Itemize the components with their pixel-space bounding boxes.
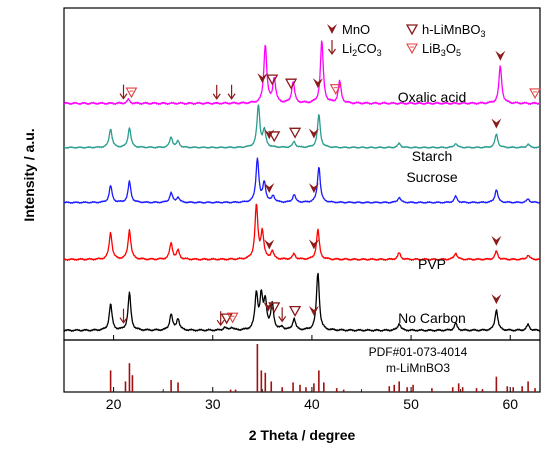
xrd-pattern-oxalic-acid: [64, 40, 540, 106]
li2co3-marker-head: [328, 48, 336, 56]
li2co3-marker-head: [278, 316, 287, 323]
LiB3O5-icon: [529, 88, 541, 100]
MnO-icon: [308, 183, 319, 194]
MnO-icon: [264, 182, 275, 193]
x-axis-label: 2 Theta / degree: [249, 427, 356, 443]
reference-sublabel: m-LiMnBO3: [386, 361, 450, 375]
MnO-icon: [491, 294, 502, 305]
MnO-icon: [257, 73, 268, 84]
MnO-icon: [495, 50, 506, 61]
legend-label: MnO: [342, 22, 370, 37]
Li2CO3-icon: [119, 84, 128, 100]
x-tick-label: 20: [106, 396, 122, 412]
reference-label: PDF#01-073-4014: [369, 345, 468, 359]
Li2CO3-icon: [216, 311, 225, 327]
hlmb-marker-shape: [405, 24, 419, 36]
mno-marker-shape: [308, 239, 319, 250]
MnO-icon: [491, 118, 502, 129]
series-label: Sucrose: [406, 169, 458, 185]
Li2CO3-icon: [328, 40, 336, 56]
LiB3O5-icon: [226, 312, 239, 324]
Li2CO3-icon: [227, 84, 236, 100]
mno-marker-shape: [263, 301, 274, 312]
MnO-icon: [308, 128, 319, 139]
MnO-icon: [263, 301, 274, 312]
plot-frame-reference: [63, 339, 541, 393]
LiB3O5-icon: [125, 87, 138, 99]
mno-marker-shape: [491, 118, 502, 129]
mno-marker-shape: [495, 50, 506, 61]
series-label: No Carbon: [398, 310, 466, 326]
hlmb-marker-shape: [266, 74, 279, 86]
xrd-pattern-sucrose: [64, 157, 540, 204]
mno-marker-shape: [312, 78, 323, 89]
mno-marker-shape: [264, 239, 275, 250]
x-tick-label: 30: [205, 396, 221, 412]
lib3o5-marker-shape: [226, 312, 239, 324]
LiB3O5-icon: [329, 84, 342, 95]
mno-marker-shape: [264, 182, 275, 193]
mno-marker-shape: [308, 183, 319, 194]
xrd-pattern-starch: [64, 104, 540, 149]
li2co3-marker-head: [119, 93, 128, 100]
x-tick-label: 50: [403, 396, 419, 412]
lib3o5-marker-shape: [529, 88, 541, 100]
h-LiMnBO3-icon: [288, 305, 302, 317]
li2co3-marker-head: [216, 319, 225, 327]
legend-label: h-LiMnBO3: [422, 22, 486, 39]
mno-marker-shape: [308, 128, 319, 139]
hlmb-marker-shape: [268, 302, 281, 314]
Li2CO3-icon: [119, 308, 128, 324]
x-tick-label: 60: [502, 396, 518, 412]
hlmb-marker-shape: [268, 131, 281, 143]
mno-marker-shape: [327, 24, 337, 34]
hlmb-marker-shape: [284, 78, 298, 90]
series-label: Starch: [412, 148, 452, 164]
mno-marker-shape: [257, 73, 268, 84]
h-LiMnBO3-icon: [288, 127, 302, 139]
h-LiMnBO3-icon: [284, 78, 298, 90]
Li2CO3-icon: [278, 307, 287, 323]
h-LiMnBO3-icon: [405, 24, 419, 36]
xrd-pattern-no-carbon: [64, 272, 540, 332]
MnO-icon: [312, 78, 323, 89]
y-axis-label: Intensity / a.u.: [21, 128, 37, 221]
h-LiMnBO3-icon: [268, 131, 281, 143]
hlmb-marker-shape: [220, 313, 233, 325]
li2co3-marker-head: [227, 93, 236, 100]
lib3o5-marker-shape: [125, 87, 138, 99]
mno-marker-shape: [491, 235, 502, 246]
lib3o5-marker-shape: [406, 43, 418, 55]
lib3o5-marker-shape: [329, 84, 342, 95]
plot-frame-upper: [63, 7, 541, 341]
x-tick-label: 40: [304, 396, 320, 412]
MnO-icon: [264, 239, 275, 250]
hlmb-marker-shape: [288, 305, 302, 317]
MnO-icon: [327, 24, 337, 34]
legend-label: Li2CO3: [342, 41, 382, 58]
legend-label: LiB3O5: [422, 41, 461, 58]
li2co3-marker-head: [212, 93, 221, 100]
Li2CO3-icon: [212, 84, 221, 100]
MnO-icon: [308, 239, 319, 250]
h-LiMnBO3-icon: [266, 74, 279, 86]
h-LiMnBO3-icon: [268, 302, 281, 314]
hlmb-marker-shape: [288, 127, 302, 139]
MnO-icon: [308, 305, 319, 316]
li2co3-marker-head: [119, 317, 128, 324]
xrd-pattern-pvp: [64, 203, 540, 262]
series-label: Oxalic acid: [398, 89, 466, 105]
mno-marker-shape: [308, 305, 319, 316]
h-LiMnBO3-icon: [220, 313, 233, 325]
MnO-icon: [491, 235, 502, 246]
mno-marker-shape: [491, 294, 502, 305]
LiB3O5-icon: [406, 43, 418, 55]
series-label: PVP: [418, 256, 446, 272]
